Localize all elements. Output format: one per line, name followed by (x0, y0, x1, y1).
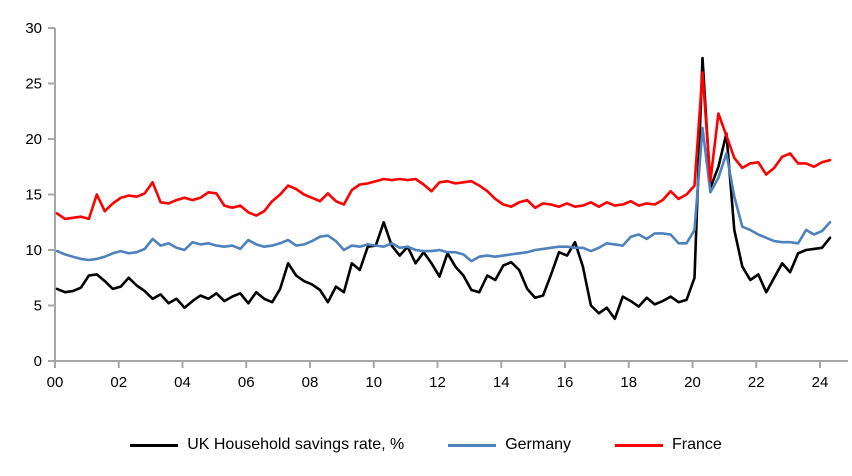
uk-line-swatch (130, 443, 179, 447)
germany-line-swatch (448, 443, 497, 447)
x-tick-label: 06 (238, 374, 255, 391)
x-tick-label: 12 (429, 374, 446, 391)
france-legend-label: France (672, 436, 722, 453)
series-line-0 (55, 56, 832, 321)
x-tick-label: 00 (47, 374, 64, 391)
y-tick-label: 5 (34, 298, 42, 315)
france-line-swatch (615, 443, 663, 447)
x-tick-label: 22 (748, 374, 765, 391)
y-tick-label: 30 (25, 20, 42, 37)
germany-legend-label: Germany (505, 436, 571, 453)
x-tick-label: 04 (174, 374, 191, 391)
series-line-2 (55, 71, 832, 221)
axis-tick-labels: 0 5 10 15 20 25 30 00 02 04 06 08 10 12 14 16 18 20 22 24 (25, 20, 828, 391)
x-tick-label: 14 (493, 374, 510, 391)
data-series-lines (55, 56, 832, 321)
y-tick-label: 25 (25, 76, 42, 93)
y-tick-label: 20 (25, 131, 42, 148)
x-tick-label: 20 (684, 374, 701, 391)
y-tick-label: 10 (25, 242, 42, 259)
axes (48, 27, 848, 368)
chart-legend: UK Household savings rate, % Germany Fra… (0, 436, 852, 454)
x-tick-label: 02 (110, 374, 127, 391)
y-tick-label: 0 (34, 353, 42, 370)
series-line-1 (55, 126, 832, 263)
y-tick-label: 15 (25, 187, 42, 204)
x-tick-label: 10 (365, 374, 382, 391)
x-tick-label: 08 (302, 374, 319, 391)
legend-item-uk: UK Household savings rate, % (130, 436, 404, 454)
x-tick-label: 18 (620, 374, 637, 391)
uk-legend-label: UK Household savings rate, % (187, 436, 405, 453)
legend-item-germany: Germany (448, 436, 571, 454)
legend-item-france: France (615, 436, 722, 454)
x-tick-label: 24 (812, 374, 829, 391)
x-tick-label: 16 (557, 374, 574, 391)
line-chart-plot: 0 5 10 15 20 25 30 00 02 04 06 08 10 12 14 16 18 20 22 24 (25, 20, 848, 391)
